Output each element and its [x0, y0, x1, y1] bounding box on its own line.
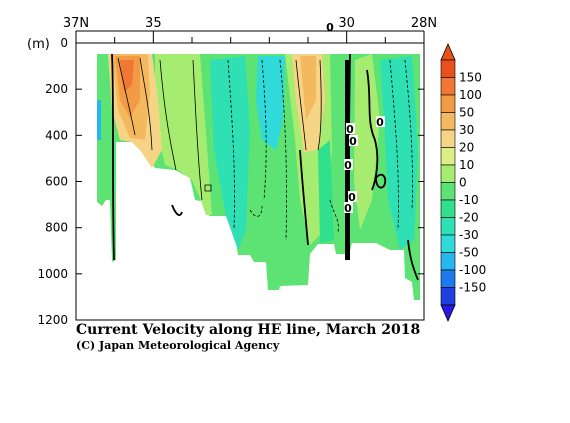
- contour-label-bg: [344, 202, 353, 213]
- contour-label: 0: [326, 21, 334, 34]
- colorbar-label: 0: [459, 176, 467, 190]
- x-tick-label: 37N: [63, 16, 89, 31]
- colorbar-swatch: [440, 164, 456, 183]
- colorbar-swatch: [440, 147, 456, 166]
- colorbar-label: -20: [459, 211, 479, 225]
- colorbar-label: -150: [459, 281, 486, 295]
- contour-line: [317, 59, 322, 151]
- colorbar-label: 20: [459, 141, 474, 155]
- teal-band-3: [318, 140, 334, 243]
- warm-band-east-inner: [300, 56, 316, 120]
- contour-label-bg: [346, 123, 355, 134]
- y-tick-label: 200: [45, 82, 68, 96]
- light-green-band-1: [155, 54, 212, 215]
- contour-line: [389, 59, 399, 231]
- colorbar-swatch: [440, 234, 456, 253]
- teal-band-2: [380, 56, 418, 250]
- colorbar-label: -10: [459, 193, 479, 207]
- x-tick-label: 35: [145, 16, 162, 31]
- contour-label-bg: [326, 21, 335, 32]
- colorbar-swatch: [440, 217, 456, 236]
- colorbar-swatch: [440, 269, 456, 288]
- y-tick-label: 400: [45, 128, 68, 142]
- contour-line: [375, 173, 387, 189]
- contour-line: [192, 59, 203, 201]
- contour-line: [261, 59, 267, 201]
- contour-line: [111, 53, 115, 261]
- contour-line: [159, 59, 177, 171]
- colorbar-label: 150: [459, 71, 482, 85]
- contour-label-bg: [348, 191, 357, 202]
- contour-line: [117, 57, 136, 136]
- contour-label: 0: [349, 135, 357, 148]
- y-tick-label: 600: [45, 175, 68, 189]
- colorbar-label: 10: [459, 158, 474, 172]
- y-tick-label: 1200: [37, 313, 68, 327]
- y-tick-label: 0: [60, 36, 68, 50]
- colorbar-upper-extend: [440, 43, 456, 61]
- contour-line: [139, 57, 153, 151]
- colorbar-label: -30: [459, 228, 479, 242]
- positive-contours: [117, 57, 322, 201]
- colorbar-swatch: [440, 287, 456, 306]
- teal-band-1: [210, 56, 250, 250]
- contour-label: 0: [346, 123, 354, 136]
- contour-label: 0: [344, 159, 352, 172]
- chart-credit: (C) Japan Meteorological Agency: [76, 339, 280, 352]
- light-green-band-3: [354, 54, 380, 230]
- contour-label: 0: [344, 202, 352, 215]
- x-tick-label: 30: [338, 16, 355, 31]
- x-tick-label: 28N: [411, 16, 437, 31]
- x-axis: 37N 35 30 28N: [63, 16, 437, 43]
- y-tick-label: 1000: [37, 267, 68, 281]
- colorbar-swatch: [440, 112, 456, 131]
- colorbar-swatch: [440, 252, 456, 271]
- contour-line: [204, 184, 212, 192]
- contour-line: [249, 205, 263, 217]
- contour-label: 0: [376, 116, 384, 129]
- contour-label: 0: [348, 191, 356, 204]
- contour-line: [279, 59, 287, 241]
- contour-label-bg: [349, 135, 358, 146]
- contour-line: [299, 149, 309, 246]
- colorbar-swatch: [440, 199, 456, 218]
- cyan-left: [97, 100, 101, 140]
- y-unit-label: (m): [27, 37, 50, 52]
- contour-label-bg: [344, 159, 353, 170]
- colorbar-swatch: [440, 59, 456, 78]
- colorbar-swatch: [440, 182, 456, 201]
- y-axis: 0 200 400 600 800 1000 1200: [37, 36, 424, 327]
- contour-line: [407, 239, 419, 281]
- contour-line: [227, 59, 235, 231]
- velocity-field: [97, 53, 420, 300]
- colorbar-label: -100: [459, 263, 486, 277]
- colorbar-label: 100: [459, 88, 482, 102]
- colorbar-label: 30: [459, 123, 474, 137]
- chart-title: Current Velocity along HE line, March 20…: [76, 322, 420, 338]
- contour-line: [295, 59, 307, 151]
- colorbar-lower-extend: [440, 304, 456, 322]
- colorbar-label: 50: [459, 106, 474, 120]
- contour-line: [366, 69, 379, 191]
- contour-line: [329, 199, 339, 233]
- colorbar-swatch: [440, 94, 456, 113]
- cyan-core: [256, 56, 285, 150]
- contour-label-bg: [376, 116, 385, 127]
- negative-contours: [227, 59, 413, 241]
- colorbar-swatch: [440, 77, 456, 96]
- colorbar-label: -50: [459, 246, 479, 260]
- contour-line: [171, 204, 183, 216]
- white-gap: [116, 142, 128, 260]
- colorbar-swatch: [440, 129, 456, 148]
- y-tick-label: 800: [45, 221, 68, 235]
- contour-line: [404, 59, 413, 211]
